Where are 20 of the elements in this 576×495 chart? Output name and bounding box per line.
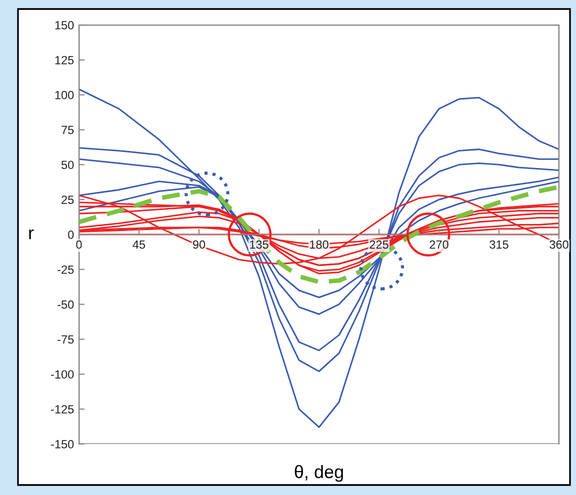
y-tick-label: -125 — [51, 405, 74, 414]
y-tick-label: 125 — [55, 56, 74, 64]
x-tick-label: 0 — [76, 240, 82, 249]
y-tick-label: 150 — [55, 21, 74, 30]
y-tick-label: 50 — [61, 160, 74, 170]
y-tick-label: -75 — [58, 335, 74, 344]
y-tick-label: 0 — [68, 230, 74, 239]
y-tick-label: -100 — [51, 370, 74, 379]
y-tick-label: -150 — [51, 440, 74, 448]
x-tick-label: 90 — [192, 240, 206, 249]
y-tick-label: -25 — [58, 265, 74, 274]
y-tick-label: -50 — [58, 300, 74, 309]
x-tick-label: 270 — [430, 240, 448, 249]
x-tick-label: 315 — [490, 240, 508, 249]
y-tick-label: 100 — [55, 90, 74, 100]
y-axis-title: r — [29, 229, 34, 240]
y-tick-label: 75 — [62, 126, 74, 134]
x-axis-title: θ, deg — [294, 464, 343, 482]
x-tick-label: 45 — [132, 240, 146, 249]
y-tick-label: 25 — [62, 196, 74, 204]
